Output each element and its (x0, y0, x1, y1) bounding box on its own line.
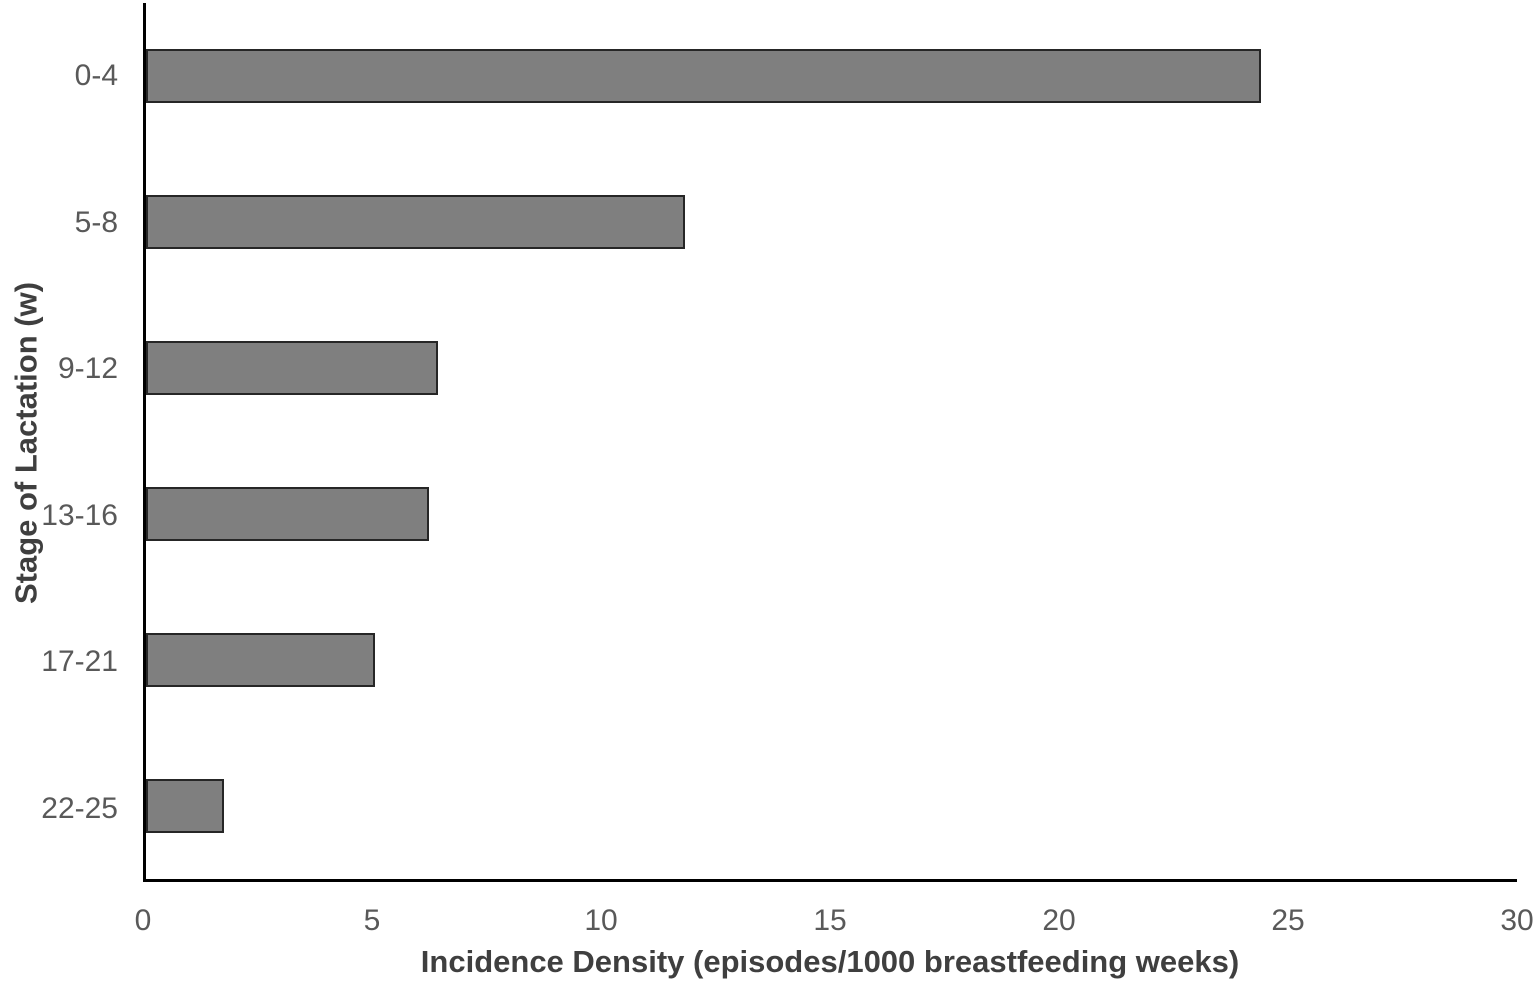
x-tick-label: 30 (1500, 904, 1534, 937)
x-tick-label: 20 (1042, 904, 1076, 937)
bar-row (146, 441, 1517, 587)
y-axis-title: Stage of Lactation (w) (8, 281, 44, 605)
bar-row (146, 149, 1517, 295)
bar-row (146, 295, 1517, 441)
y-category-label: 22-25 (41, 791, 118, 825)
y-category-label: 0-4 (74, 59, 118, 93)
x-tick-label: 0 (134, 904, 152, 937)
bar-row (146, 733, 1517, 879)
y-category-label: 9-12 (57, 352, 118, 386)
bar-22-25 (146, 779, 224, 833)
bar-9-12 (146, 341, 439, 395)
bar-0-4 (146, 49, 1262, 103)
x-axis-title: Incidence Density (episodes/1000 breastf… (420, 944, 1240, 979)
y-category-label: 17-21 (41, 645, 118, 679)
bar-row (146, 3, 1517, 149)
bar-5-8 (146, 195, 686, 249)
x-tick-label: 15 (813, 904, 847, 937)
y-category-label: 13-16 (41, 498, 118, 532)
x-tick-label: 25 (1271, 904, 1305, 937)
bar-row (146, 587, 1517, 733)
bar-13-16 (146, 487, 430, 541)
x-tick-label: 10 (584, 904, 618, 937)
plot-area (143, 3, 1517, 882)
x-tick-label: 5 (363, 904, 381, 937)
bar-17-21 (146, 633, 375, 687)
y-category-label: 5-8 (74, 205, 118, 239)
